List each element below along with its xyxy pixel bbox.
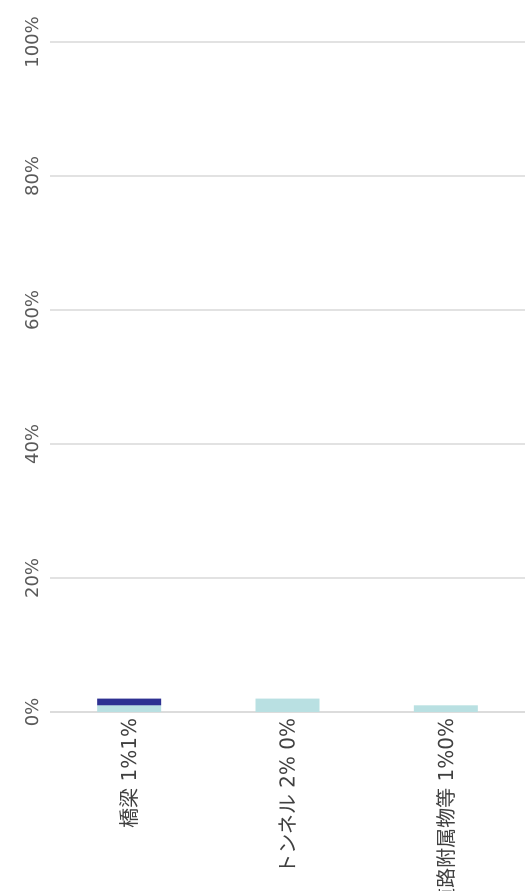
- category-label: 道路附属物等 1%0%: [434, 718, 458, 891]
- y-tick-label: 80%: [22, 156, 43, 196]
- y-tick-label: 0%: [22, 698, 43, 727]
- bar-series1-0: [97, 705, 162, 712]
- y-tick-label: 60%: [22, 290, 43, 330]
- bar-series1-1: [255, 698, 320, 712]
- category-label: トンネル 2% 0%: [276, 718, 300, 874]
- category-label: 橋梁 1%1%: [117, 718, 141, 828]
- y-tick-label: 20%: [22, 558, 43, 598]
- bar-series1-2: [413, 705, 478, 712]
- y-tick-label: 100%: [22, 16, 43, 67]
- bar-series2-0: [97, 698, 162, 706]
- y-axis: 0% 20% 40% 60% 80% 100%: [22, 16, 43, 726]
- y-tick-label: 40%: [22, 424, 43, 464]
- gridlines: [50, 41, 525, 713]
- bars: [97, 698, 478, 712]
- x-axis: 橋梁 1%1% トンネル 2% 0% 道路附属物等 1%0%: [117, 718, 458, 891]
